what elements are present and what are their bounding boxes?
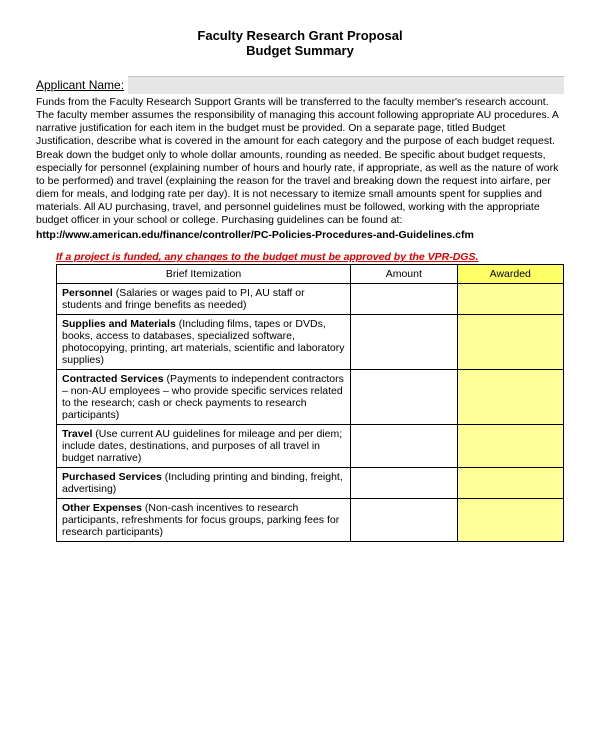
- itemization-cell: Contracted Services (Payments to indepen…: [57, 370, 351, 425]
- guidelines-url: http://www.american.edu/finance/controll…: [36, 229, 564, 241]
- title-line-2: Budget Summary: [36, 43, 564, 58]
- amount-cell[interactable]: [351, 499, 457, 542]
- table-row: Purchased Services (Including printing a…: [57, 468, 564, 499]
- title-line-1: Faculty Research Grant Proposal: [36, 28, 564, 43]
- amount-cell[interactable]: [351, 284, 457, 315]
- itemization-cell: Supplies and Materials (Including films,…: [57, 315, 351, 370]
- applicant-name-input[interactable]: [128, 76, 564, 94]
- table-row: Travel (Use current AU guidelines for mi…: [57, 425, 564, 468]
- instructions-paragraph: Funds from the Faculty Research Support …: [36, 96, 564, 227]
- header-itemization: Brief Itemization: [57, 265, 351, 284]
- table-row: Other Expenses (Non-cash incentives to r…: [57, 499, 564, 542]
- table-row: Personnel (Salaries or wages paid to PI,…: [57, 284, 564, 315]
- itemization-cell: Purchased Services (Including printing a…: [57, 468, 351, 499]
- table-row: Contracted Services (Payments to indepen…: [57, 370, 564, 425]
- itemization-cell: Personnel (Salaries or wages paid to PI,…: [57, 284, 351, 315]
- awarded-cell[interactable]: [457, 370, 563, 425]
- amount-cell[interactable]: [351, 425, 457, 468]
- header-awarded: Awarded: [457, 265, 563, 284]
- applicant-row: Applicant Name:: [36, 76, 564, 94]
- itemization-cell: Other Expenses (Non-cash incentives to r…: [57, 499, 351, 542]
- header-amount: Amount: [351, 265, 457, 284]
- table-header-row: Brief Itemization Amount Awarded: [57, 265, 564, 284]
- applicant-label: Applicant Name:: [36, 78, 124, 92]
- awarded-cell[interactable]: [457, 315, 563, 370]
- amount-cell[interactable]: [351, 370, 457, 425]
- awarded-cell[interactable]: [457, 499, 563, 542]
- awarded-cell[interactable]: [457, 425, 563, 468]
- itemization-cell: Travel (Use current AU guidelines for mi…: [57, 425, 351, 468]
- awarded-cell[interactable]: [457, 284, 563, 315]
- table-row: Supplies and Materials (Including films,…: [57, 315, 564, 370]
- amount-cell[interactable]: [351, 468, 457, 499]
- budget-table: Brief Itemization Amount Awarded Personn…: [56, 264, 564, 542]
- document-title: Faculty Research Grant Proposal Budget S…: [36, 28, 564, 58]
- amount-cell[interactable]: [351, 315, 457, 370]
- awarded-cell[interactable]: [457, 468, 563, 499]
- approval-notice: If a project is funded, any changes to t…: [36, 251, 564, 263]
